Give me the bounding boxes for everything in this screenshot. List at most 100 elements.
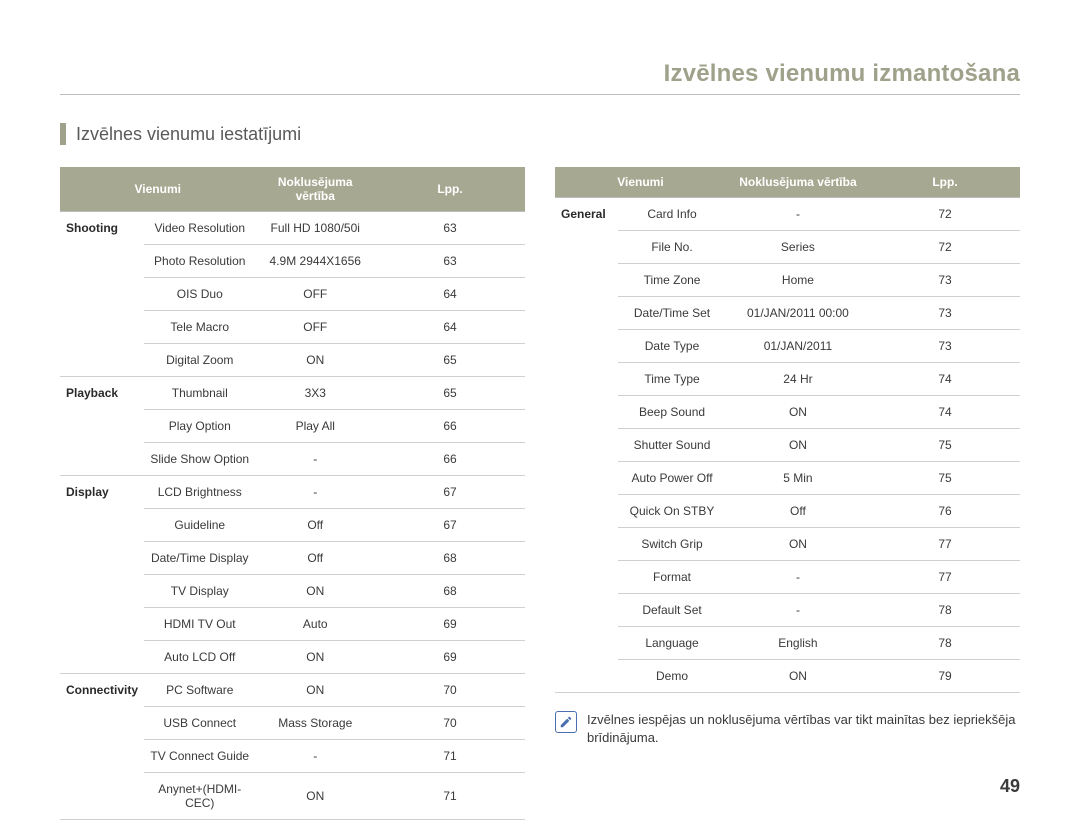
default-value-cell: ON [726,528,870,561]
item-cell: Date/Time Display [144,542,255,575]
item-cell: Video Resolution [144,212,255,245]
item-cell: Anynet+(HDMI-CEC) [144,773,255,820]
page-ref-cell: 68 [375,575,525,608]
item-cell: File No. [618,231,726,264]
default-value-cell: Play All [255,410,375,443]
title-bar: Izvēlnes vienumu izmantošana [60,60,1020,95]
item-cell: USB Connect [144,707,255,740]
item-cell: Switch Grip [618,528,726,561]
item-cell: Time Zone [618,264,726,297]
item-cell: Quick On STBY [618,495,726,528]
page-ref-cell: 69 [375,641,525,674]
page-ref-cell: 68 [375,542,525,575]
page-ref-cell: 74 [870,396,1020,429]
item-cell: Default Set [618,594,726,627]
page-ref-cell: 64 [375,278,525,311]
subtitle-accent-bar [60,123,66,145]
default-value-cell: Mass Storage [255,707,375,740]
table-row: Default Set-78 [555,594,1020,627]
left-table: Vienumi Noklusējuma vērtība Lpp. Shootin… [60,167,525,820]
default-value-cell: ON [726,429,870,462]
default-value-cell: ON [255,344,375,377]
page-ref-cell: 70 [375,674,525,707]
table-header: Vienumi Noklusējuma vērtība Lpp. [555,167,1020,198]
item-cell: PC Software [144,674,255,707]
default-value-cell: - [255,740,375,773]
page-ref-cell: 72 [870,198,1020,231]
page-ref-cell: 67 [375,509,525,542]
pencil-note-icon [559,715,573,729]
right-table: Vienumi Noklusējuma vērtība Lpp. General… [555,167,1020,693]
default-value-cell: 01/JAN/2011 00:00 [726,297,870,330]
item-cell: Card Info [618,198,726,231]
item-cell: Date Type [618,330,726,363]
category-cell: Shooting [60,212,144,377]
item-cell: TV Display [144,575,255,608]
default-value-cell: ON [255,674,375,707]
default-value-cell: OFF [255,311,375,344]
item-cell: Time Type [618,363,726,396]
note-text: Izvēlnes iespējas un noklusējuma vērtība… [587,711,1020,747]
table-row: Time Type24 Hr74 [555,363,1020,396]
page: Izvēlnes vienumu izmantošana Izvēlnes vi… [0,0,1080,827]
item-cell: Format [618,561,726,594]
item-cell: Date/Time Set [618,297,726,330]
item-cell: Shutter Sound [618,429,726,462]
default-value-cell: Off [726,495,870,528]
left-column: Vienumi Noklusējuma vērtība Lpp. Shootin… [60,167,525,820]
item-cell: Beep Sound [618,396,726,429]
item-cell: Auto Power Off [618,462,726,495]
table-row: Beep SoundON74 [555,396,1020,429]
default-value-cell: Off [255,509,375,542]
table-row: ShootingVideo ResolutionFull HD 1080/50i… [60,212,525,245]
page-ref-cell: 65 [375,344,525,377]
page-ref-cell: 69 [375,608,525,641]
category-cell: Connectivity [60,674,144,820]
default-value-cell: ON [255,575,375,608]
th-items: Vienumi [60,167,255,212]
table-row: Format-77 [555,561,1020,594]
item-cell: Tele Macro [144,311,255,344]
item-cell: Play Option [144,410,255,443]
table-row: Auto Power Off5 Min75 [555,462,1020,495]
table-header: Vienumi Noklusējuma vērtība Lpp. [60,167,525,212]
th-default: Noklusējuma vērtība [726,167,870,198]
table-row: PlaybackThumbnail3X365 [60,377,525,410]
page-ref-cell: 63 [375,245,525,278]
table-row: Quick On STBYOff76 [555,495,1020,528]
table-row: Switch GripON77 [555,528,1020,561]
page-ref-cell: 66 [375,443,525,476]
item-cell: Language [618,627,726,660]
table-row: GeneralCard Info-72 [555,198,1020,231]
page-ref-cell: 78 [870,594,1020,627]
page-ref-cell: 72 [870,231,1020,264]
item-cell: HDMI TV Out [144,608,255,641]
table-row: DisplayLCD Brightness-67 [60,476,525,509]
page-ref-cell: 73 [870,297,1020,330]
default-value-cell: Series [726,231,870,264]
page-ref-cell: 73 [870,264,1020,297]
th-page: Lpp. [375,167,525,212]
page-ref-cell: 70 [375,707,525,740]
item-cell: Slide Show Option [144,443,255,476]
th-page: Lpp. [870,167,1020,198]
default-value-cell: Auto [255,608,375,641]
item-cell: TV Connect Guide [144,740,255,773]
default-value-cell: Full HD 1080/50i [255,212,375,245]
table-row: DemoON79 [555,660,1020,693]
right-table-body: GeneralCard Info-72File No.Series72 Time … [555,198,1020,693]
default-value-cell: OFF [255,278,375,311]
item-cell: Auto LCD Off [144,641,255,674]
default-value-cell: Home [726,264,870,297]
page-ref-cell: 71 [375,773,525,820]
item-cell: Thumbnail [144,377,255,410]
default-value-cell: English [726,627,870,660]
page-ref-cell: 67 [375,476,525,509]
default-value-cell: 4.9M 2944X1656 [255,245,375,278]
default-value-cell: - [726,561,870,594]
item-cell: Guideline [144,509,255,542]
page-number: 49 [1000,776,1020,797]
default-value-cell: - [726,594,870,627]
default-value-cell: - [255,443,375,476]
page-ref-cell: 78 [870,627,1020,660]
